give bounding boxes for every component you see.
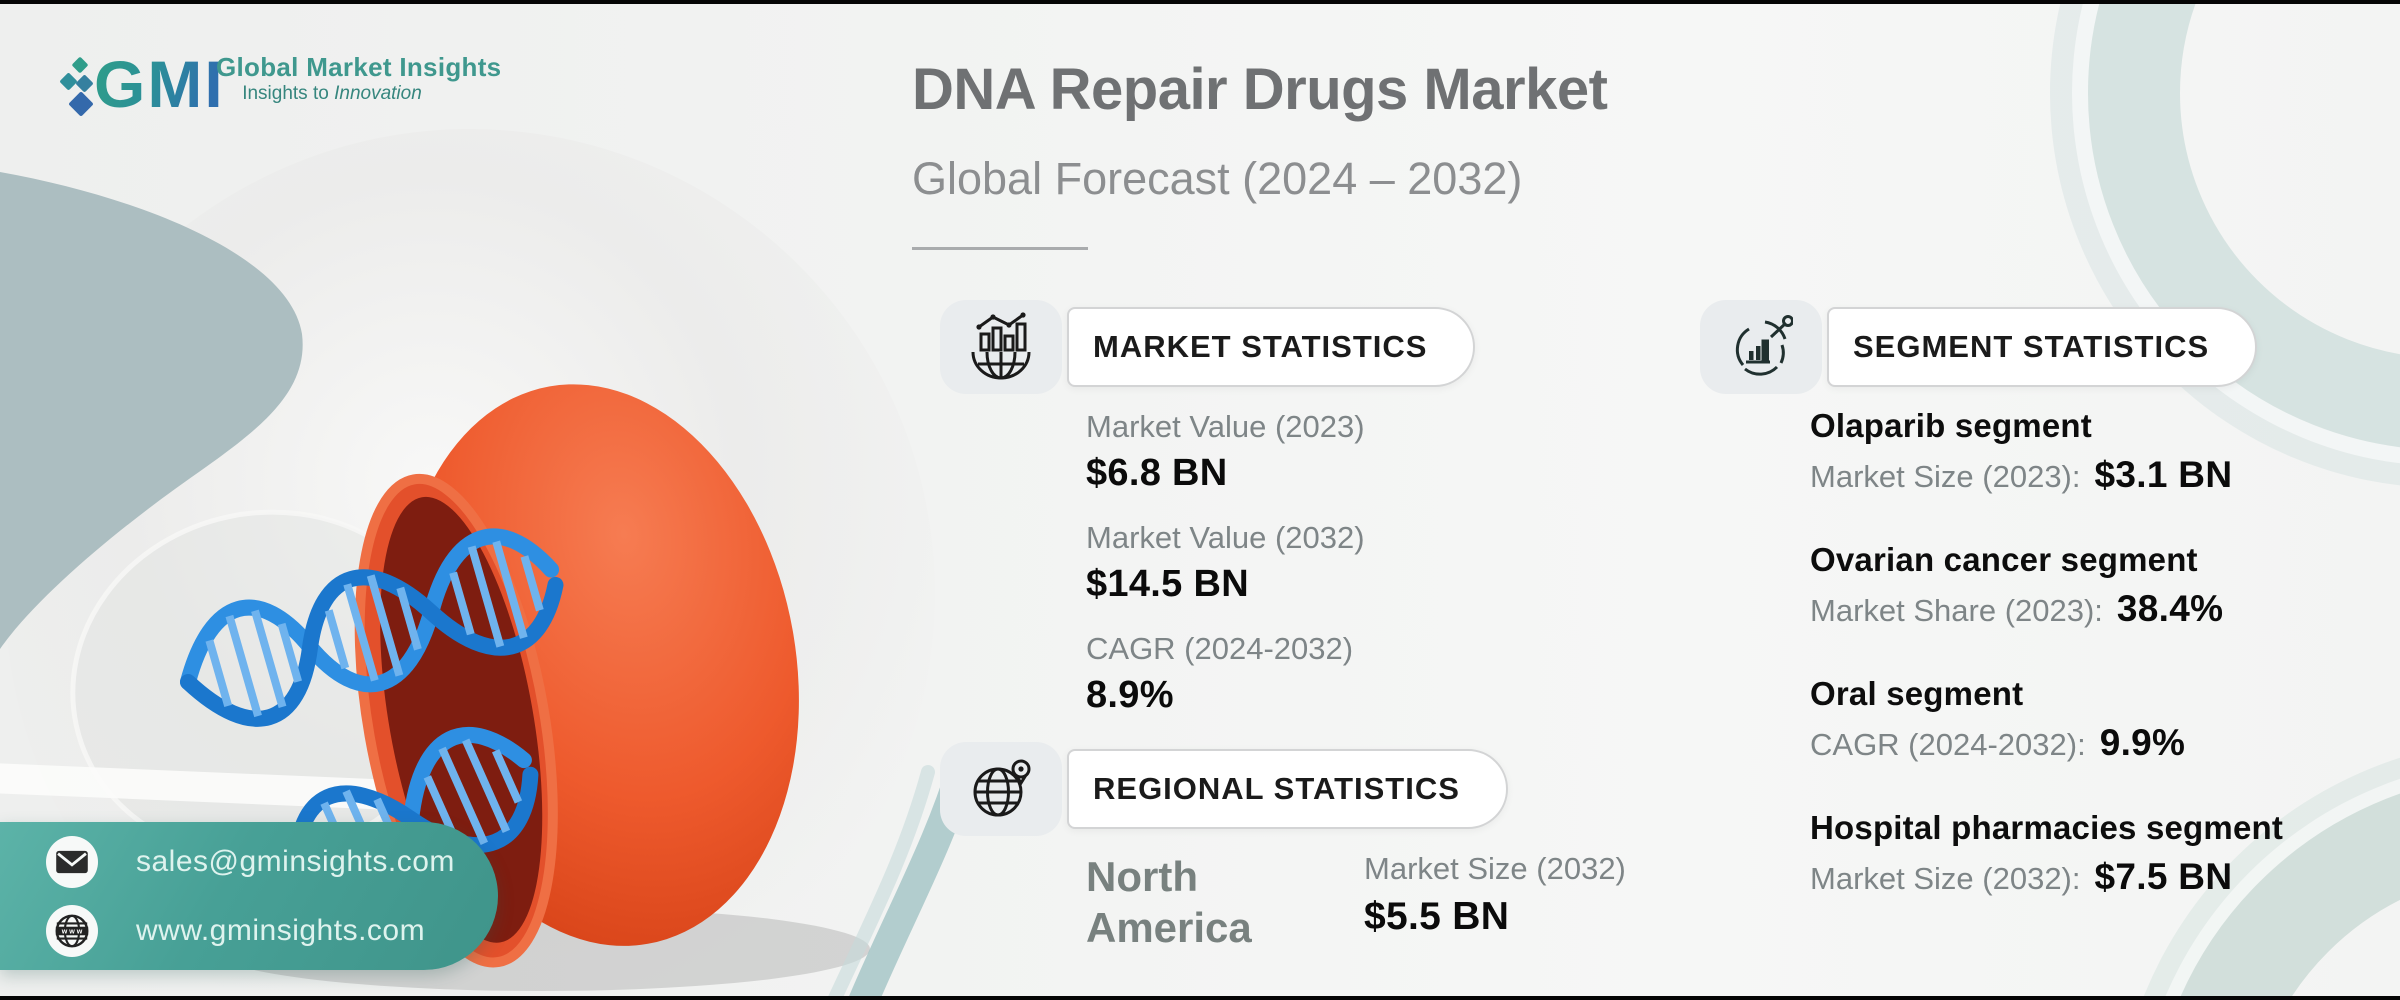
market-statistics-section: MARKET STATISTICS Market Value (2023) $6… bbox=[940, 299, 1540, 742]
globe-bar-chart-icon bbox=[940, 300, 1062, 394]
pie-chart-bars-icon bbox=[1700, 300, 1822, 394]
contact-website[interactable]: www.gminsights.com bbox=[136, 913, 426, 947]
capsule-dna-illustration bbox=[0, 129, 960, 996]
page-title: DNA Repair Drugs Market bbox=[912, 57, 1608, 122]
stat-value: $7.5 BN bbox=[2094, 856, 2233, 897]
stat-item: Market Value (2023) $6.8 BN bbox=[1086, 409, 1540, 495]
logo-wordmark: Global Market Insights Insights to Innov… bbox=[216, 52, 501, 105]
stat-value: $3.1 BN bbox=[2094, 454, 2233, 495]
globe-location-pin-icon bbox=[940, 742, 1062, 836]
decor-arc-bottom-thin bbox=[828, 765, 935, 996]
stat-label: Market Value (2023) bbox=[1086, 409, 1365, 444]
stat-label: Market Share (2023): bbox=[1810, 593, 2103, 628]
stat-item: CAGR (2024-2032) 8.9% bbox=[1086, 631, 1540, 717]
logo-tagline: Insights to Innovation bbox=[242, 83, 422, 104]
regional-statistics-section: REGIONAL STATISTICS North America Market… bbox=[940, 741, 1720, 953]
stat-label: Market Size (2032): bbox=[1810, 861, 2081, 896]
decor-swoosh-left bbox=[0, 172, 303, 649]
page-subtitle: Global Forecast (2024 – 2032) bbox=[912, 153, 1523, 204]
region-name: North America bbox=[1086, 853, 1252, 952]
stat-label: Market Size (2023): bbox=[1810, 459, 2081, 494]
segment-item: Olaparib segment Market Size (2023): $3.… bbox=[1810, 407, 2360, 496]
logo-tagline-prefix: Insights to bbox=[242, 83, 335, 104]
contact-email-row: sales@gminsights.com bbox=[46, 835, 498, 888]
stat-value: $5.5 BN bbox=[1364, 895, 1510, 938]
segment-statistics-heading: SEGMENT STATISTICS bbox=[1827, 307, 2258, 387]
stat-value: $6.8 BN bbox=[1086, 452, 1228, 494]
stat-value: $14.5 BN bbox=[1086, 563, 1249, 605]
stat-value: 8.9% bbox=[1086, 674, 1174, 716]
regional-statistics-badge: REGIONAL STATISTICS bbox=[940, 741, 1720, 837]
contact-email[interactable]: sales@gminsights.com bbox=[136, 844, 455, 878]
logo-diamond-icon bbox=[68, 91, 94, 117]
segment-name: Hospital pharmacies segment bbox=[1810, 809, 2284, 846]
stat-label: CAGR (2024-2032) bbox=[1086, 631, 1354, 666]
logo-tagline-emphasis: Innovation bbox=[334, 83, 422, 104]
market-statistics-badge: MARKET STATISTICS bbox=[940, 299, 1540, 395]
report-header: DNA Repair Drugs Market Global Forecast … bbox=[912, 56, 1608, 250]
stat-value: 38.4% bbox=[2116, 588, 2224, 629]
market-statistics-list: Market Value (2023) $6.8 BN Market Value… bbox=[1086, 409, 1540, 717]
stat-item: Market Value (2032) $14.5 BN bbox=[1086, 520, 1540, 606]
stat-item: Market Size (2032) $5.5 BN bbox=[1364, 851, 1626, 953]
logo-diamond-icon bbox=[75, 74, 94, 93]
stat-label: Market Value (2032) bbox=[1086, 520, 1365, 555]
stat-value: 9.9% bbox=[2099, 722, 2186, 763]
contact-website-row: w w w www.gminsights.com bbox=[46, 904, 498, 957]
market-statistics-heading: MARKET STATISTICS bbox=[1067, 307, 1476, 387]
segment-statistics-list: Olaparib segment Market Size (2023): $3.… bbox=[1810, 407, 2360, 898]
subtitle-underline bbox=[912, 247, 1088, 250]
gmi-logo: GMI Global Market Insights Insights to I… bbox=[30, 42, 501, 132]
logo-diamond-icon bbox=[71, 56, 89, 74]
segment-item: Oral segment CAGR (2024-2032): 9.9% bbox=[1810, 675, 2360, 764]
logo-acronym: GMI bbox=[94, 47, 225, 121]
stat-label: Market Size (2032) bbox=[1364, 851, 1626, 886]
segment-item: Ovarian cancer segment Market Share (202… bbox=[1810, 541, 2360, 630]
segment-item: Hospital pharmacies segment Market Size … bbox=[1810, 809, 2360, 898]
segment-name: Olaparib segment bbox=[1810, 407, 2092, 444]
stat-label: CAGR (2024-2032): bbox=[1810, 727, 2086, 762]
contact-banner: sales@gminsights.com w w w www.gminsight… bbox=[0, 822, 498, 970]
svg-text:w w w: w w w bbox=[61, 927, 83, 935]
segment-statistics-badge: SEGMENT STATISTICS bbox=[1700, 299, 2360, 395]
logo-diamond-icon bbox=[59, 72, 78, 91]
segment-name: Ovarian cancer segment bbox=[1810, 541, 2198, 578]
regional-statistics-heading: REGIONAL STATISTICS bbox=[1067, 749, 1508, 829]
logo-company-name: Global Market Insights bbox=[216, 52, 502, 82]
envelope-icon bbox=[46, 835, 98, 888]
segment-statistics-section: SEGMENT STATISTICS Olaparib segment Mark… bbox=[1700, 299, 2360, 943]
www-globe-icon: w w w bbox=[46, 904, 98, 957]
regional-statistics-content: North America Market Size (2032) $5.5 BN bbox=[1086, 851, 1720, 953]
segment-name: Oral segment bbox=[1810, 675, 2024, 712]
